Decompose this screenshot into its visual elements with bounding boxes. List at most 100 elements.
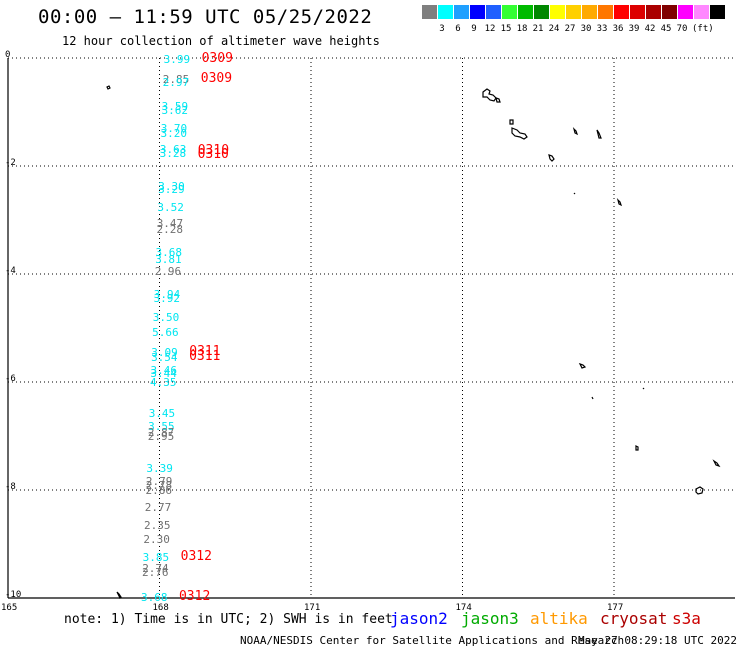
color-swatch [550, 5, 565, 19]
wave-height-value: 3.94 [153, 287, 181, 301]
color-scale-label: 27 [564, 24, 576, 34]
longitude-tick: 168 [152, 603, 169, 613]
wave-height-value: 2.87 [147, 425, 175, 439]
wave-height-value: 3.92 [153, 291, 181, 305]
island-outline [591, 396, 594, 400]
island-outline [116, 591, 122, 600]
wave-height-value: 3.68 [155, 246, 182, 260]
pass-time-label: 0309 [201, 51, 233, 67]
credit-footer: NOAA/NESDIS Center for Satellite Applica… [240, 634, 625, 647]
legend-altika: altika [530, 609, 588, 628]
color-swatch [646, 5, 661, 19]
island-outline [635, 445, 639, 451]
color-swatch [534, 5, 549, 19]
color-scale-label: 24 [548, 24, 560, 34]
pass-time-label: 0311 [189, 343, 221, 359]
color-swatch [678, 5, 693, 19]
island-outline [596, 129, 602, 139]
color-swatch [614, 5, 629, 19]
color-swatch [438, 5, 453, 19]
latitude-tick: 0 [5, 50, 11, 60]
wave-height-value: 2.35 [144, 518, 171, 532]
wave-height-value: 2.77 [144, 501, 172, 515]
island-outline [712, 459, 721, 468]
color-scale-label: 6 [455, 24, 461, 34]
color-scale-label: 42 [644, 24, 656, 34]
island-outline [572, 127, 579, 136]
wave-height-value: 3.45 [148, 407, 176, 421]
wave-height-value: 3.55 [148, 420, 175, 434]
color-scale-label: 18 [516, 24, 528, 34]
island-outline [106, 85, 111, 90]
latitude-tick: -10 [5, 590, 22, 600]
map-subtitle: 12 hour collection of altimeter wave hei… [62, 34, 380, 48]
color-swatch [486, 5, 501, 19]
color-scale-label: 9 [471, 24, 477, 34]
color-scale-unit: (ft) [692, 24, 714, 34]
wave-height-value: 3.54 [151, 351, 178, 365]
island-outline [548, 154, 555, 162]
island-outline [511, 127, 528, 140]
color-swatch [598, 5, 613, 19]
wave-height-value: 3.68 [140, 591, 168, 604]
wave-height-value: 2.30 [143, 532, 170, 546]
legend-cryosat: cryosat [600, 609, 668, 628]
wave-height-value: 3.50 [152, 311, 180, 325]
pass-time-label: 0312 [178, 589, 211, 604]
wave-height-value: 2.74 [142, 561, 169, 575]
longitude-tick: 165 [1, 603, 18, 613]
color-scale-label: 30 [580, 24, 592, 34]
wave-height-value: 2.28 [156, 222, 183, 236]
color-swatch [694, 5, 709, 19]
color-scale-label: 15 [500, 24, 512, 34]
longitude-tick: 174 [455, 603, 472, 613]
wave-height-value: 2.79 [145, 475, 173, 489]
latitude-tick: -8 [5, 482, 16, 492]
color-swatch [710, 5, 725, 19]
color-swatch [502, 5, 517, 19]
lat-lon-grid [7, 57, 735, 599]
wave-height-value: 3.46 [150, 364, 178, 378]
wave-height-value: 3.99 [163, 53, 191, 67]
legend-s3a: s3a [672, 609, 701, 628]
legend-jason3: jason3 [461, 609, 519, 628]
legend-jason2: jason2 [390, 609, 448, 628]
pass-time-label: 0311 [189, 349, 221, 365]
island-outline [509, 119, 514, 125]
generation-timestamp: May 27 08:29:18 UTC 2022 [578, 634, 737, 647]
wave-height-value: 2.86 [145, 484, 172, 498]
wave-height-value: 3.09 [151, 345, 178, 359]
wave-height-value: 3.29 [158, 182, 185, 196]
wave-height-value: 3.70 [160, 122, 188, 136]
pass-time-label: 0310 [197, 147, 229, 163]
island-outline [578, 362, 587, 369]
pass-time-label: 0312 [180, 549, 212, 565]
color-scale-label: 3 [439, 24, 445, 34]
wave-height-value: 3.59 [161, 99, 189, 113]
wave-height-value: 3.81 [155, 252, 182, 266]
wave-height-value: 2.95 [147, 430, 175, 444]
island-outline [482, 88, 497, 102]
color-swatch [566, 5, 581, 19]
wave-height-value: 3.28 [159, 147, 187, 161]
color-scale-label: 45 [660, 24, 672, 34]
color-swatch [422, 5, 437, 19]
island-outline [495, 97, 501, 103]
wave-height-value: 3.44 [150, 367, 177, 381]
wave-height-value: 5.66 [152, 326, 179, 340]
longitude-tick: 171 [304, 603, 321, 613]
wave-height-value: 3.39 [146, 462, 173, 476]
wave-height-value: 2.97 [162, 75, 190, 89]
color-swatch [518, 5, 533, 19]
island-outline [642, 387, 645, 390]
wave-height-value: 2.76 [142, 566, 169, 580]
wave-height-value: 2.96 [154, 264, 182, 278]
color-swatch [662, 5, 677, 19]
island-outline [616, 198, 623, 207]
color-scale-label: 36 [612, 24, 624, 34]
color-scale-label: 39 [628, 24, 640, 34]
color-scale-label: 21 [532, 24, 544, 34]
longitude-tick: 177 [607, 603, 624, 613]
wave-height-value: 3.85 [142, 551, 170, 565]
